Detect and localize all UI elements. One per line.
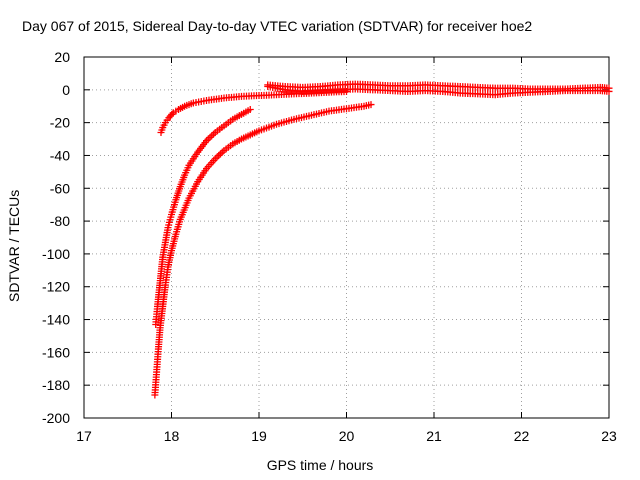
chart-title: Day 067 of 2015, Sidereal Day-to-day VTE… <box>22 18 533 34</box>
y-tick-label: -120 <box>42 279 70 295</box>
series-arc-1 <box>157 87 350 136</box>
series-arc-5 <box>264 83 613 99</box>
data-point <box>208 132 216 140</box>
y-tick-label: -100 <box>42 246 70 262</box>
data-point <box>605 87 613 95</box>
x-tick-label: 23 <box>601 428 617 444</box>
data-point <box>168 110 176 118</box>
data-point <box>206 133 214 141</box>
x-tick-label: 21 <box>426 428 442 444</box>
y-tick-label: -160 <box>42 344 70 360</box>
x-tick-label: 20 <box>339 428 355 444</box>
x-axis-label: GPS time / hours <box>266 457 374 473</box>
x-tick-label: 18 <box>164 428 180 444</box>
series-arc-2 <box>152 106 254 328</box>
y-tick-label: -80 <box>50 213 70 229</box>
x-tick-label: 22 <box>514 428 530 444</box>
y-tick-label: -180 <box>42 377 70 393</box>
data-point <box>217 150 224 158</box>
y-tick-label: -140 <box>42 312 70 328</box>
data-point <box>210 130 217 138</box>
data-point <box>213 153 221 161</box>
y-tick-label: 0 <box>62 82 70 98</box>
data-point <box>246 106 254 114</box>
y-tick-label: -200 <box>42 410 70 426</box>
y-tick-label: -20 <box>50 115 70 131</box>
y-tick-label: -40 <box>50 147 70 163</box>
x-tick-label: 17 <box>76 428 92 444</box>
data-point <box>218 148 226 156</box>
series-arc-3 <box>151 101 375 399</box>
data-point <box>367 101 375 109</box>
data-point <box>204 135 212 143</box>
data-point <box>215 151 223 159</box>
x-tick-label: 19 <box>251 428 267 444</box>
y-tick-label: -60 <box>50 180 70 196</box>
y-tick-label: 20 <box>54 49 70 65</box>
y-axis-label: SDTVAR / TECUs <box>6 189 22 302</box>
